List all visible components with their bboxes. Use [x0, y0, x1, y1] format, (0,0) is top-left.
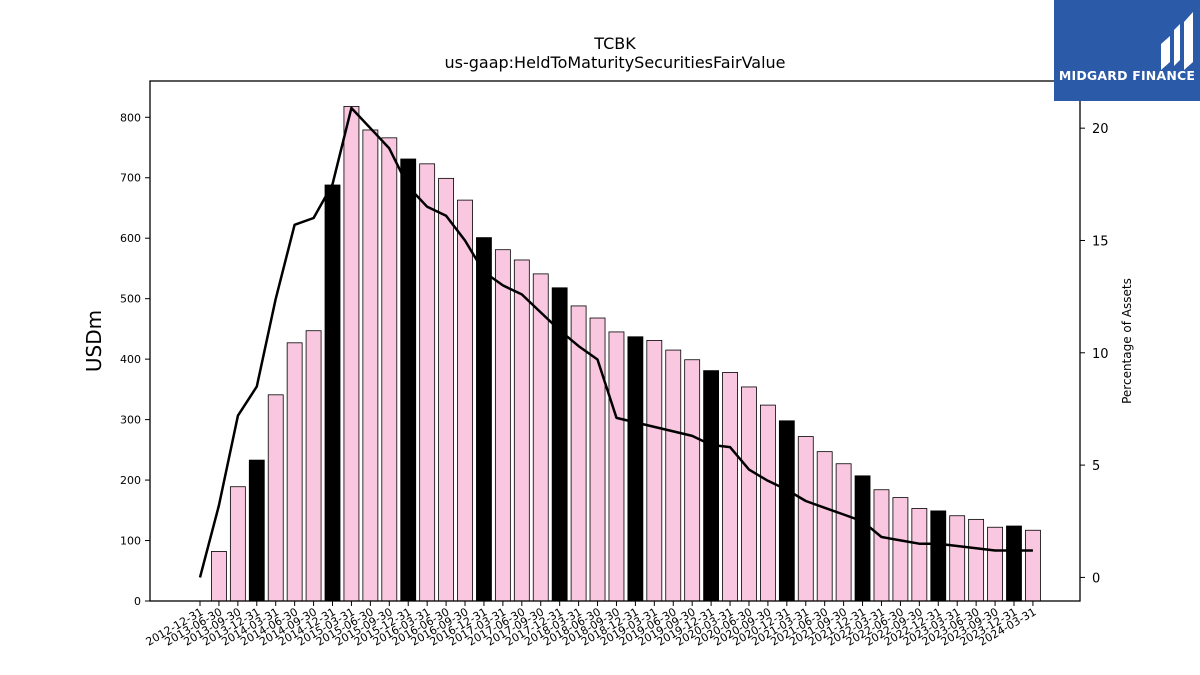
bar [873, 489, 890, 602]
bar [286, 342, 303, 602]
y-tick-label: 0 [134, 595, 141, 608]
bar [343, 105, 360, 602]
y2-tick-label: 10 [1092, 347, 1109, 362]
line-series [198, 106, 1033, 578]
bar [305, 330, 322, 602]
bar [741, 386, 757, 602]
bar [513, 259, 530, 602]
bar [324, 184, 341, 602]
y-tick-label: 400 [120, 353, 141, 366]
chart-subtitle: us-gaap:HeldToMaturitySecuritiesFairValu… [444, 53, 785, 72]
y-tick-label: 800 [120, 111, 141, 124]
y2-axis-label: Percentage of Assets [1120, 278, 1134, 404]
y-tick-label: 500 [120, 293, 141, 306]
chart-title: TCBK [593, 34, 636, 53]
bar [627, 336, 644, 602]
y-tick-label: 300 [120, 414, 141, 427]
bar [949, 515, 966, 602]
y-tick-label: 100 [120, 535, 141, 548]
bar [722, 372, 738, 602]
bar [476, 237, 492, 602]
bar [703, 370, 720, 602]
bar [760, 404, 776, 602]
y2-tick-label: 15 [1092, 234, 1109, 249]
bar [229, 486, 246, 602]
bar [532, 273, 549, 602]
bar [1025, 529, 1041, 602]
bar [1006, 525, 1022, 602]
bar [930, 510, 947, 602]
bar [665, 349, 682, 602]
bar [381, 137, 398, 602]
bar [778, 420, 795, 602]
y-axis: 0 100 200 300 400 500 600 700 800 [120, 111, 150, 608]
y2-tick-label: 5 [1092, 459, 1100, 474]
y-tick-label: 600 [120, 232, 141, 245]
bar [646, 339, 663, 602]
bar [362, 129, 379, 602]
y-tick-label: 700 [120, 172, 141, 185]
y-tick-label: 200 [120, 474, 141, 487]
bar [854, 475, 871, 602]
bar [267, 394, 284, 602]
bar [419, 163, 436, 602]
line-path [198, 106, 1033, 578]
plot-frame [149, 80, 1081, 602]
bar [797, 436, 814, 602]
bar [400, 158, 417, 602]
y2-tick-label: 0 [1092, 571, 1100, 586]
logo-text: MIDGARD FINANCE [1058, 68, 1196, 83]
bar [835, 463, 852, 602]
bar [248, 459, 265, 602]
y-axis-label: USDm [82, 310, 106, 372]
y2-tick-label: 20 [1092, 122, 1109, 137]
bar [892, 497, 909, 602]
bar [987, 526, 1003, 602]
x-axis: 2012-12-312013-06-302013-09-302013-12-31… [144, 601, 1038, 649]
bar [438, 177, 454, 602]
bar [494, 249, 511, 602]
bar [457, 199, 473, 602]
bar [968, 518, 985, 602]
bar [911, 508, 928, 602]
midgard-logo-icon [1161, 12, 1193, 70]
y2-axis: 0 5 10 15 20 [1080, 122, 1109, 586]
bar-series [211, 105, 1041, 602]
brand-logo: MIDGARD FINANCE [1054, 0, 1200, 101]
bar [816, 451, 833, 602]
bar [608, 331, 625, 602]
bar [211, 551, 227, 602]
bar [684, 359, 701, 602]
